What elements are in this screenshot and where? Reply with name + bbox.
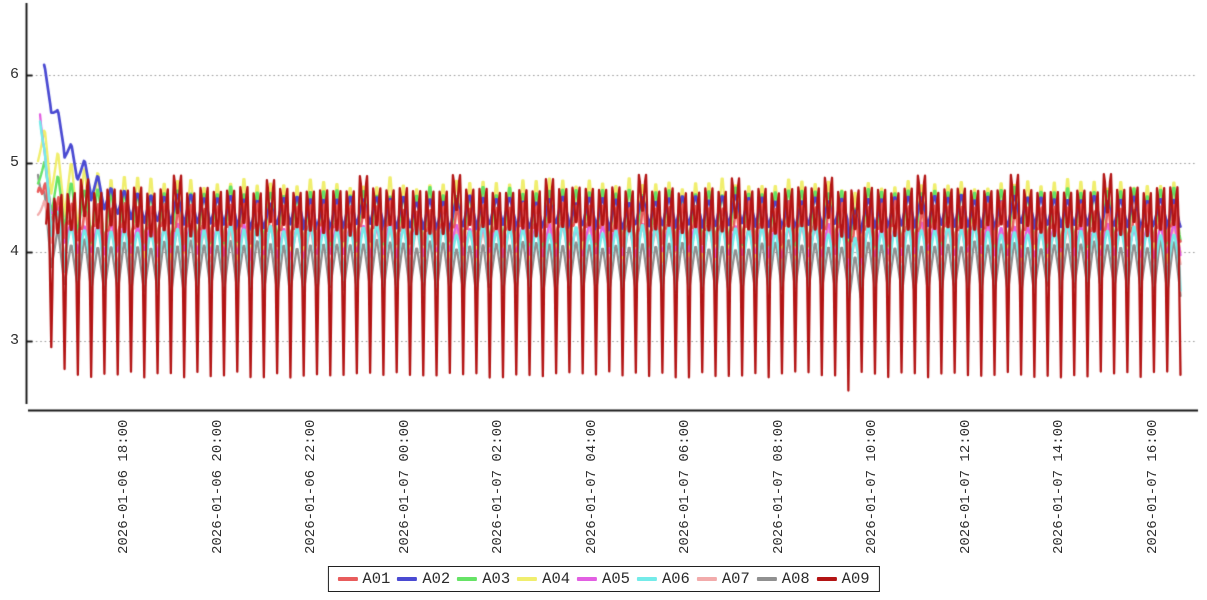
y-tick-label: 4 [9, 243, 19, 260]
legend-item-a04: A04 [517, 570, 570, 588]
legend-item-a01: A01 [337, 570, 390, 588]
legend-item-a08: A08 [756, 570, 810, 588]
legend-item-a06: A06 [636, 570, 690, 588]
x-tick-label: 2026-01-06 22:00 [303, 419, 319, 554]
chart-legend: A01 A02 A03 A04 A05 A06 A07 A08 A09 [327, 566, 880, 592]
legend-label: A02 [422, 570, 451, 588]
legend-swatch [517, 577, 538, 581]
legend-label: A08 [781, 570, 810, 588]
x-tick-label: 2026-01-07 06:00 [677, 419, 693, 554]
legend-swatch [696, 577, 717, 581]
legend-swatch [816, 577, 837, 581]
legend-label: A05 [602, 570, 630, 588]
legend-swatch [457, 577, 478, 581]
y-tick-label: 3 [9, 331, 19, 349]
legend-label: A07 [721, 570, 750, 588]
x-tick-label: 2026-01-07 12:00 [957, 419, 974, 554]
y-tick-label: 5 [9, 154, 19, 172]
x-tick-label: 2026-01-07 02:00 [490, 419, 506, 554]
legend-swatch [397, 577, 418, 581]
x-tick-label: 2026-01-06 20:00 [209, 419, 226, 554]
x-tick-label: 2026-01-06 18:00 [116, 419, 132, 554]
y-tick-label: 6 [9, 65, 19, 83]
legend-swatch [577, 577, 598, 581]
legend-label: A03 [482, 570, 511, 588]
legend-label: A01 [362, 570, 391, 588]
legend-swatch [756, 577, 777, 581]
legend-item-a03: A03 [457, 570, 510, 588]
legend-item-a09: A09 [816, 570, 870, 588]
x-tick-label: 2026-01-07 04:00 [583, 419, 600, 554]
x-tick-label: 2026-01-07 00:00 [396, 419, 413, 554]
x-tick-label: 2026-01-07 14:00 [1051, 419, 1067, 554]
x-tick-label: 2026-01-07 08:00 [770, 419, 787, 554]
legend-item-a02: A02 [397, 570, 450, 588]
legend-item-a07: A07 [696, 570, 750, 588]
x-tick-label: 2026-01-07 10:00 [864, 419, 880, 554]
legend-label: A09 [841, 570, 870, 588]
legend-swatch [337, 577, 358, 581]
legend-item-a05: A05 [577, 570, 630, 588]
legend-label: A06 [661, 570, 690, 588]
legend-label: A04 [542, 570, 571, 588]
legend-swatch [636, 577, 657, 581]
x-tick-label: 2026-01-07 16:00 [1144, 419, 1161, 554]
